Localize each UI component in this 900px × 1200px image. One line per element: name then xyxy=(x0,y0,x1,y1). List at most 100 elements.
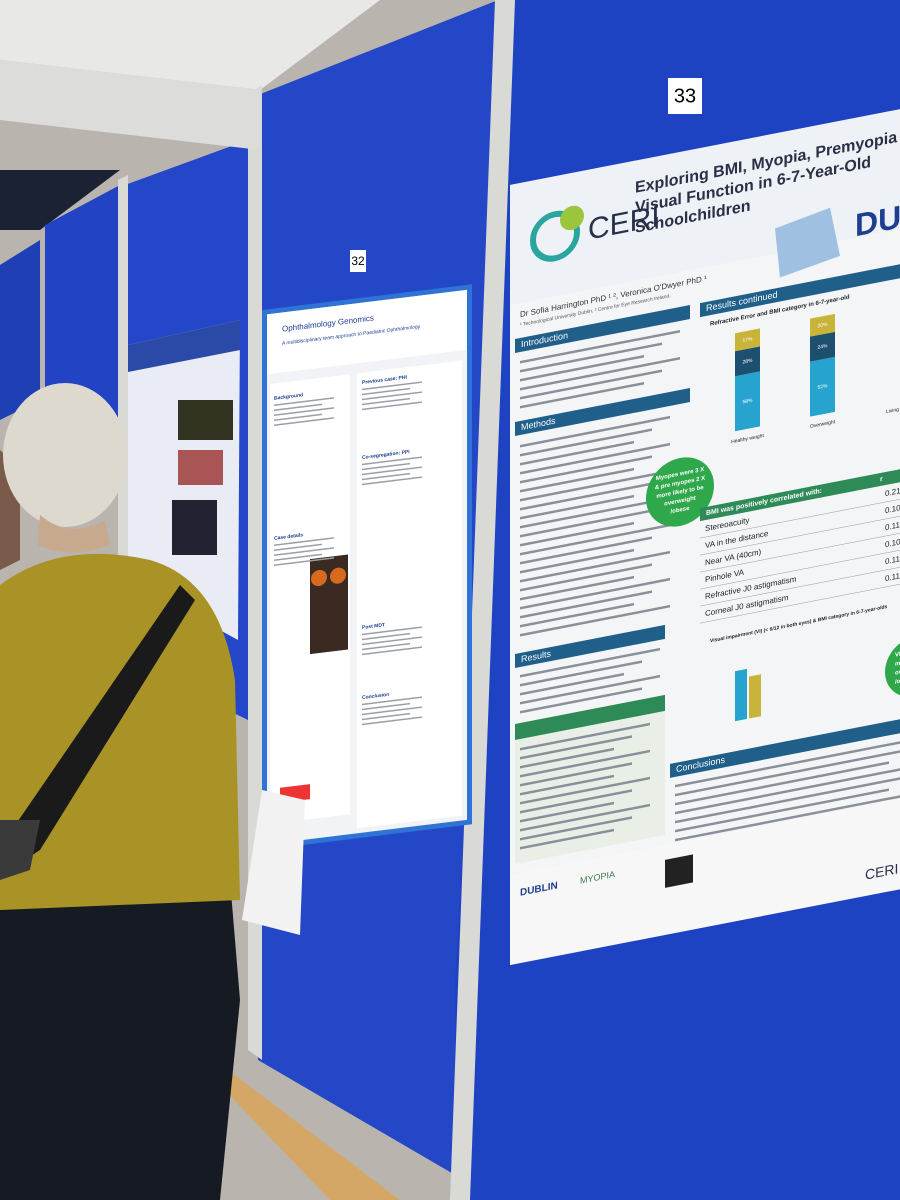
board-far xyxy=(0,240,40,420)
text-line xyxy=(520,687,642,714)
visitor xyxy=(0,383,240,1200)
bar-segment xyxy=(735,371,760,432)
fundus-image xyxy=(311,569,327,587)
text-line xyxy=(362,632,410,641)
text-line xyxy=(675,736,900,788)
text-line xyxy=(520,521,634,547)
text-line xyxy=(274,403,322,412)
bar-segment xyxy=(810,356,835,417)
far-poster-image xyxy=(178,450,223,485)
text-line xyxy=(520,563,652,592)
pole xyxy=(450,0,515,1200)
footer-logo: CERI xyxy=(865,860,898,882)
bar-label: 28% xyxy=(743,358,753,366)
poster-number-card xyxy=(668,78,702,114)
text-line xyxy=(362,646,422,656)
text-line xyxy=(520,577,670,610)
pole xyxy=(118,175,128,680)
poster-number: 32 xyxy=(351,254,365,268)
leaflet xyxy=(242,790,305,935)
text-line xyxy=(274,553,322,562)
middle-section-heading: Previous case: PHI xyxy=(362,374,407,386)
row-rule xyxy=(700,493,900,539)
far-poster-image xyxy=(172,500,217,555)
text-line xyxy=(520,467,634,493)
text-line xyxy=(362,636,422,646)
bar-segment xyxy=(810,313,835,337)
text-line xyxy=(520,440,634,466)
text-line xyxy=(520,494,634,520)
text-line xyxy=(520,509,652,538)
text-line xyxy=(274,417,334,427)
text-line xyxy=(362,397,410,406)
text-line xyxy=(520,602,634,628)
text-line xyxy=(520,735,632,760)
section-header-bar xyxy=(515,624,665,669)
text-line xyxy=(520,469,670,502)
section-header-bar xyxy=(700,258,900,318)
middle-section-heading: Background xyxy=(274,392,303,402)
ceiling xyxy=(0,0,380,90)
category-label: Living with xyxy=(886,405,900,416)
map xyxy=(775,207,840,278)
text-line xyxy=(520,536,652,565)
bar-label: 58% xyxy=(743,398,753,406)
text-line xyxy=(520,442,670,475)
text-line xyxy=(520,774,614,796)
middle-section-heading: Co-segregation: PPI xyxy=(362,449,410,461)
row-rule xyxy=(700,578,900,624)
text-line xyxy=(520,801,614,823)
text-line xyxy=(520,455,652,484)
section-header-bar xyxy=(515,388,690,437)
row-rule xyxy=(700,561,900,607)
text-line xyxy=(520,342,662,373)
bag xyxy=(0,820,40,880)
text-line xyxy=(274,407,334,417)
text-line xyxy=(520,828,614,850)
vi-callout-text: overweig xyxy=(895,666,900,677)
text-line xyxy=(520,776,650,805)
text-line xyxy=(520,550,670,583)
vi-bar xyxy=(749,674,761,719)
qr-code xyxy=(665,854,693,888)
correlation-header-bar xyxy=(700,463,900,522)
text-line xyxy=(520,523,670,556)
text-line xyxy=(520,354,644,382)
section-header-bar xyxy=(670,713,900,778)
bar-label: 24% xyxy=(818,343,828,351)
text-line xyxy=(520,356,680,391)
callout-text: /obese xyxy=(671,506,691,516)
beam xyxy=(0,60,260,150)
text-line xyxy=(362,387,410,396)
main-poster: CERI Exploring BMI, Myopia, PremyopiaVis… xyxy=(510,103,900,965)
vi-bar xyxy=(735,668,747,722)
text-line xyxy=(675,748,900,797)
row-rule xyxy=(700,527,900,573)
far-poster-image xyxy=(178,400,233,440)
text-line xyxy=(520,747,614,769)
text-line xyxy=(675,763,900,815)
text-line xyxy=(520,604,670,637)
text-line xyxy=(362,706,422,716)
vi-callout-text: more lik xyxy=(895,657,900,668)
text-line xyxy=(362,391,422,401)
callout-bubble xyxy=(646,457,714,527)
text-line xyxy=(362,401,422,411)
poster-number-card xyxy=(350,250,366,272)
correlation-cell: 0.102 xyxy=(885,502,900,515)
main-poster-footer xyxy=(510,793,900,965)
bar-segment xyxy=(735,328,760,352)
text-line xyxy=(520,762,632,787)
column-header: r xyxy=(880,476,883,484)
text-line xyxy=(520,369,662,400)
bar-label: 52% xyxy=(818,383,828,391)
text-line xyxy=(520,415,670,448)
text-line xyxy=(520,803,650,832)
section-header-bar xyxy=(515,305,690,354)
correlation-cell: 0.109 xyxy=(885,536,900,549)
logo-ring xyxy=(530,210,580,262)
bar-label: 17% xyxy=(743,336,753,344)
text-line xyxy=(274,547,334,557)
middle-poster-column xyxy=(357,360,462,829)
